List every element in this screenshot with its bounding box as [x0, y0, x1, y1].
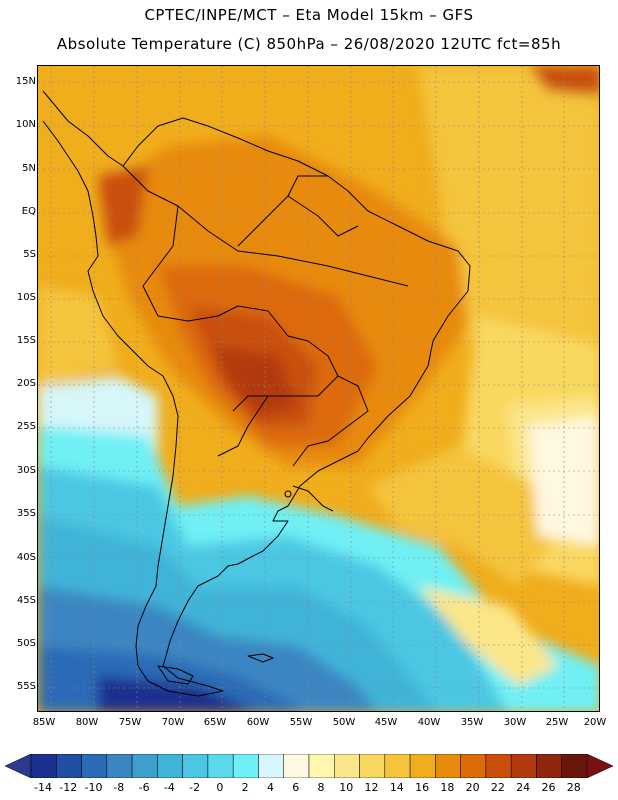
- lon-label-35w: 35W: [460, 717, 484, 728]
- colorbar-label: -10: [84, 781, 103, 794]
- colorbar-label: -4: [163, 781, 175, 794]
- colorbar-cell: [258, 754, 284, 778]
- colorbar-label: 24: [516, 781, 531, 794]
- colorbar-cell: [30, 754, 57, 778]
- colorbar-cell: [460, 754, 487, 778]
- colorbar-label: 2: [241, 781, 249, 794]
- colorbar-label: -12: [59, 781, 78, 794]
- lon-label-45w: 45W: [374, 717, 398, 728]
- temperature-map: [37, 65, 600, 712]
- lon-label-25w: 25W: [545, 717, 569, 728]
- colorbar-cell: [409, 754, 436, 778]
- lon-label-50w: 50W: [332, 717, 356, 728]
- lat-label-10s: 10S: [16, 292, 36, 303]
- colorbar-label: 0: [216, 781, 224, 794]
- lat-label-30s: 30S: [16, 465, 36, 476]
- colorbar-label: 10: [339, 781, 354, 794]
- lon-label-65w: 65W: [203, 717, 227, 728]
- colorbar-cell: [485, 754, 512, 778]
- lon-label-85w: 85W: [32, 717, 56, 728]
- lat-label-10n: 10N: [15, 119, 36, 130]
- lon-label-75w: 75W: [118, 717, 142, 728]
- colorbar-cells: [30, 754, 588, 778]
- colorbar-label: 26: [541, 781, 556, 794]
- colorbar-cell: [283, 754, 310, 778]
- colorbar-cell: [384, 754, 411, 778]
- colorbar-cell: [232, 754, 259, 778]
- lon-label-20w: 20W: [583, 717, 607, 728]
- colorbar-cell: [334, 754, 360, 778]
- lat-label-20s: 20S: [16, 378, 36, 389]
- lat-label-50s: 50S: [16, 638, 36, 649]
- colorbar-label: 28: [566, 781, 581, 794]
- lat-label-55s: 55S: [16, 681, 36, 692]
- lat-label-5s: 5S: [23, 249, 36, 260]
- colorbar-cell: [359, 754, 386, 778]
- map-canvas: [38, 66, 599, 711]
- colorbar-cell: [81, 754, 108, 778]
- colorbar-cell: [308, 754, 335, 778]
- colorbar-label: -8: [113, 781, 125, 794]
- title-line-1: CPTEC/INPE/MCT – Eta Model 15km – GFS: [144, 6, 474, 24]
- colorbar-label: 8: [317, 781, 325, 794]
- colorbar-label: 4: [266, 781, 274, 794]
- lat-label-45s: 45S: [16, 595, 36, 606]
- colorbar-under-arrow: [5, 754, 32, 778]
- colorbar-cell: [536, 754, 562, 778]
- colorbar-label: 16: [415, 781, 430, 794]
- colorbar-label: -14: [34, 781, 52, 794]
- lat-label-40s: 40S: [16, 552, 36, 563]
- colorbar: [5, 754, 613, 778]
- coastlines: [42, 90, 471, 697]
- lat-label-15n: 15N: [15, 76, 36, 87]
- lon-label-40w: 40W: [417, 717, 441, 728]
- lon-label-80w: 80W: [75, 717, 99, 728]
- colorbar-label: 18: [440, 781, 455, 794]
- lat-label-35s: 35S: [16, 508, 36, 519]
- colorbar-cell: [510, 754, 537, 778]
- colorbar-label: 20: [465, 781, 480, 794]
- lat-label-25s: 25S: [16, 421, 36, 432]
- colorbar-cell: [157, 754, 183, 778]
- colorbar-label: 22: [490, 781, 505, 794]
- lon-label-60w: 60W: [246, 717, 270, 728]
- lon-label-30w: 30W: [503, 717, 527, 728]
- colorbar-cell: [106, 754, 133, 778]
- colorbar-label: 6: [292, 781, 300, 794]
- colorbar-label: -2: [189, 781, 201, 794]
- lon-label-55w: 55W: [289, 717, 313, 728]
- colorbar-cell: [56, 754, 82, 778]
- colorbar-label: 14: [389, 781, 404, 794]
- lat-label-5n: 5N: [22, 163, 36, 174]
- colorbar-cell: [561, 754, 588, 778]
- colorbar-label: -6: [138, 781, 150, 794]
- lon-label-70w: 70W: [161, 717, 185, 728]
- colorbar-cell: [182, 754, 209, 778]
- colorbar-cell: [435, 754, 461, 778]
- grid-lines: [38, 66, 599, 711]
- title-line-2: Absolute Temperature (C) 850hPa – 26/08/…: [56, 35, 562, 53]
- lat-label-eq: EQ: [21, 206, 36, 217]
- colorbar-cell: [131, 754, 158, 778]
- lat-label-15s: 15S: [16, 335, 36, 346]
- colorbar-over-arrow: [586, 754, 613, 778]
- colorbar-cell: [207, 754, 234, 778]
- colorbar-label: 12: [364, 781, 379, 794]
